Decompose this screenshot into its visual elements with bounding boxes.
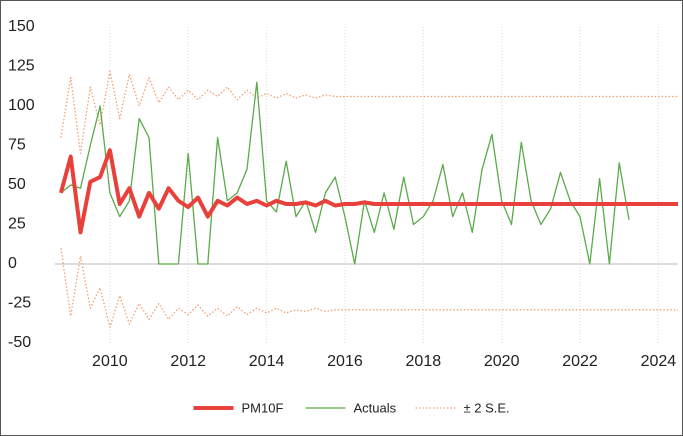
x-tick-label: 2022 — [562, 353, 598, 370]
series-line — [58, 148, 678, 235]
series-line — [60, 81, 630, 265]
legend-label: PM10F — [242, 400, 284, 415]
series-line — [60, 70, 678, 155]
y-tick-label: 125 — [8, 58, 35, 75]
y-tick-label: 0 — [8, 255, 17, 272]
legend-label: ± 2 S.E. — [464, 400, 510, 415]
y-tick-label: -50 — [8, 334, 31, 351]
x-tick-label: 2016 — [327, 353, 363, 370]
x-tick-label: 2020 — [484, 353, 520, 370]
x-tick-label: 2018 — [406, 353, 442, 370]
y-tick-label: 150 — [8, 18, 35, 35]
y-tick-label: -25 — [8, 295, 31, 312]
x-tick-label: 2024 — [641, 353, 677, 370]
y-tick-label: 25 — [8, 216, 26, 233]
x-tick-label: 2010 — [92, 353, 128, 370]
legend: PM10F Actuals ± 2 S.E. — [193, 400, 510, 415]
series-line — [60, 248, 678, 328]
y-tick-label: 100 — [8, 97, 35, 114]
x-tick-label: 2014 — [249, 353, 285, 370]
y-tick-label: 75 — [8, 137, 26, 154]
y-tick-label: 50 — [8, 176, 26, 193]
x-tick-label: 2012 — [170, 353, 206, 370]
legend-label: Actuals — [354, 400, 397, 415]
